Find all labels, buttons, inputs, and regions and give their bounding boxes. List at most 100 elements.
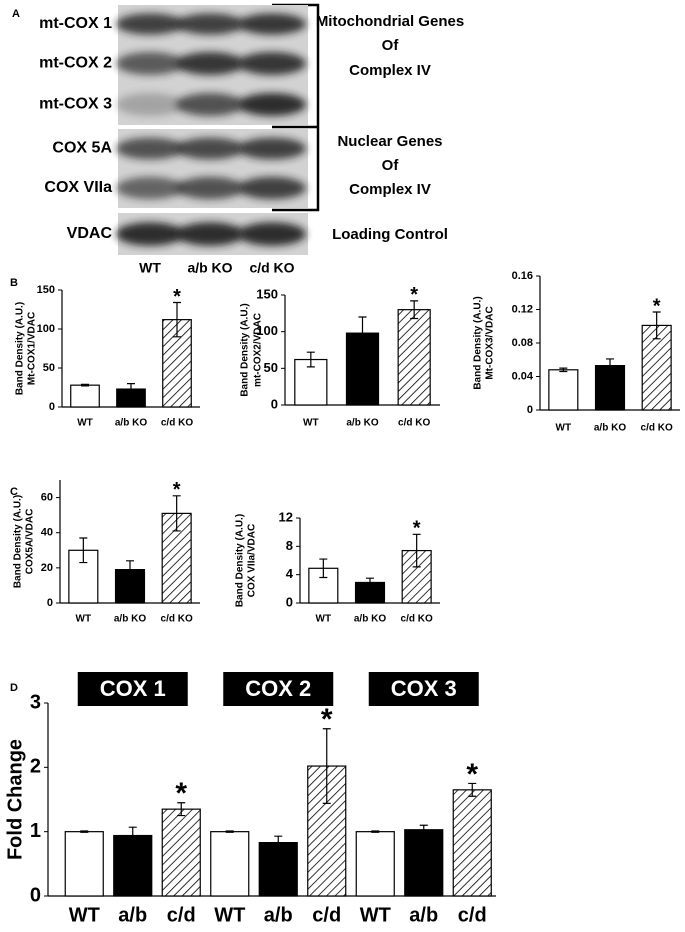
y-tick-label: 0 <box>47 597 53 609</box>
group-title-box <box>368 672 479 706</box>
blot-band <box>238 52 306 75</box>
error-bar <box>81 383 89 387</box>
y-axis-label: Band Density (A.U.) <box>13 495 24 588</box>
blot-band <box>176 176 244 200</box>
y-tick-label: 0 <box>286 594 293 609</box>
significance-mark: * <box>410 284 418 306</box>
error-bar <box>127 383 135 396</box>
significance-mark: * <box>466 758 478 791</box>
error-bar <box>606 358 614 373</box>
error-bar <box>559 367 568 373</box>
x-tick-label: WT <box>303 418 319 429</box>
y-axis-label: Band Density (A.U.) <box>473 296 484 389</box>
y-tick-label: 100 <box>37 323 55 335</box>
x-tick-label: WT <box>76 614 92 625</box>
bar <box>404 829 444 897</box>
blot-row-label: mt-COX 2 <box>39 55 112 72</box>
blot-group-label: Nuclear Genes <box>337 133 442 150</box>
y-tick-label: 12 <box>279 509 293 524</box>
blot-group-label: Of <box>382 37 400 54</box>
y-tick-label: 0.12 <box>512 303 533 315</box>
blot-band <box>238 93 306 116</box>
bar <box>210 831 250 897</box>
y-tick-label: 3 <box>30 691 41 713</box>
y-tick-label: 0.16 <box>512 270 533 282</box>
blot-band <box>116 137 184 160</box>
y-tick-label: 60 <box>41 491 53 503</box>
panel-label: C <box>10 486 18 498</box>
y-axis-label: Fold Change <box>4 739 26 860</box>
blot-band <box>238 13 306 35</box>
bar <box>548 369 579 411</box>
blot-row-label: VDAC <box>67 225 113 242</box>
bar <box>68 549 99 604</box>
bar <box>452 789 492 897</box>
y-tick-label: 0 <box>271 396 278 411</box>
x-tick-label: a/b KO <box>115 418 147 429</box>
error-bar <box>79 537 88 564</box>
y-axis-label: mt-COX2/VDAC <box>253 313 264 387</box>
error-bar <box>128 826 137 845</box>
bar <box>594 365 626 411</box>
blot-band <box>176 93 244 116</box>
error-bar <box>177 802 186 817</box>
significance-mark: * <box>175 777 187 810</box>
y-axis-label: Mt-COX3/VDAC <box>485 306 496 379</box>
group-title-box <box>77 672 188 706</box>
blot-lane-label: WT <box>139 260 161 276</box>
error-bar <box>468 782 477 797</box>
x-tick-label: WT <box>360 904 391 926</box>
error-bar <box>126 560 134 579</box>
error-bar <box>173 301 181 338</box>
x-tick-label: c/d <box>312 904 341 926</box>
y-axis-label: COX VIIa/VDAC <box>247 524 258 597</box>
blot-group-label: Mitochondrial Genes <box>316 13 464 30</box>
y-tick-label: 40 <box>41 527 53 539</box>
bar <box>113 834 153 897</box>
x-tick-label: c/d <box>167 904 196 926</box>
significance-mark: * <box>173 479 181 501</box>
group-title: COX 2 <box>245 676 311 701</box>
blot-band <box>238 222 306 246</box>
error-bar <box>652 311 661 340</box>
y-tick-label: 0.04 <box>512 370 534 382</box>
y-axis-label: Band Density (A.U.) <box>235 514 246 607</box>
group-title: COX 3 <box>391 676 457 701</box>
y-tick-label: 0.08 <box>512 337 533 349</box>
blot-band <box>238 137 306 160</box>
x-tick-label: a/b KO <box>114 614 146 625</box>
blot-band <box>176 222 244 246</box>
blot-band <box>116 52 184 75</box>
error-bar <box>306 351 315 368</box>
blot-band <box>116 13 184 35</box>
bar <box>64 831 104 897</box>
y-axis-label: COX5A/VDAC <box>25 509 36 575</box>
blot-band <box>116 93 184 116</box>
error-bar <box>274 835 283 850</box>
y-tick-label: 20 <box>41 562 53 574</box>
bar <box>397 309 431 406</box>
y-tick-label: 1 <box>30 820 41 842</box>
blot-lane-label: a/b KO <box>187 260 232 276</box>
panel-label: A <box>12 8 20 20</box>
blot-group-label: Complex IV <box>349 62 431 79</box>
x-tick-label: c/d KO <box>161 614 193 625</box>
x-tick-label: a/b <box>118 904 147 926</box>
y-tick-label: 0 <box>49 401 55 413</box>
y-tick-label: 8 <box>286 538 293 553</box>
blot-band <box>116 176 184 200</box>
x-tick-label: c/d KO <box>641 423 673 434</box>
panel-label: B <box>10 277 18 289</box>
x-tick-label: WT <box>69 904 100 926</box>
x-tick-label: c/d <box>458 904 487 926</box>
blot-band <box>176 137 244 160</box>
x-tick-label: a/b KO <box>346 418 378 429</box>
group-title-box <box>223 672 334 706</box>
group-title: COX 1 <box>100 676 166 701</box>
bar <box>258 842 298 897</box>
x-tick-label: c/d KO <box>398 418 430 429</box>
y-tick-label: 100 <box>256 323 278 338</box>
y-axis-label: Band Density (A.U.) <box>240 303 251 396</box>
y-tick-label: 0 <box>527 404 533 416</box>
